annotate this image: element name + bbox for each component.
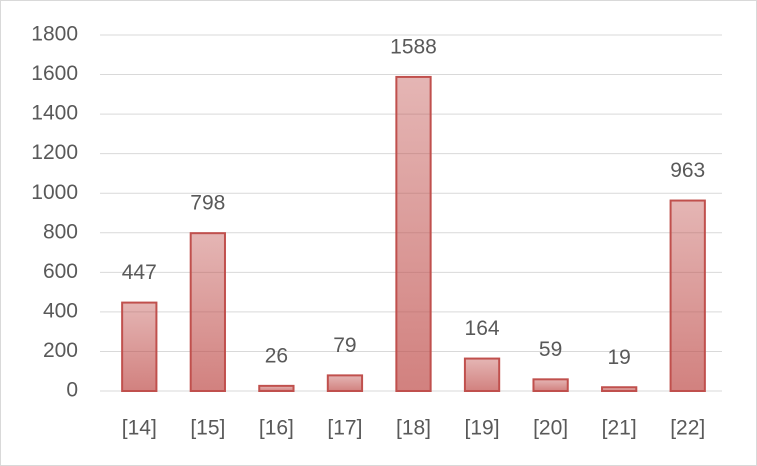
y-tick-label: 200 xyxy=(43,339,78,362)
bar xyxy=(189,232,226,392)
bar xyxy=(258,384,295,393)
data-label: 963 xyxy=(670,159,705,182)
bar xyxy=(532,378,569,393)
bar xyxy=(326,374,364,392)
y-tick-label: 1200 xyxy=(31,141,78,164)
x-tick-label: [16] xyxy=(259,417,294,440)
data-label: 447 xyxy=(122,261,157,284)
bar xyxy=(669,199,706,392)
x-tick-label: [18] xyxy=(396,417,431,440)
y-tick-label: 1600 xyxy=(31,62,78,85)
bar xyxy=(601,386,638,392)
x-tick-label: [15] xyxy=(190,417,225,440)
x-tick-label: [14] xyxy=(122,417,157,440)
data-label: 26 xyxy=(265,344,288,367)
y-tick-label: 1800 xyxy=(31,23,78,46)
y-tick-label: 800 xyxy=(43,220,78,243)
x-tick-label: [21] xyxy=(602,417,637,440)
y-tick-label: 1400 xyxy=(31,102,78,125)
x-tick-label: [22] xyxy=(670,417,705,440)
x-tick-label: [19] xyxy=(465,417,500,440)
bar xyxy=(395,75,432,392)
data-label: 19 xyxy=(607,346,630,369)
x-tick-label: [17] xyxy=(327,417,362,440)
bar xyxy=(463,357,501,393)
bar xyxy=(121,301,158,392)
data-label: 1588 xyxy=(390,35,437,58)
data-label: 798 xyxy=(190,192,225,215)
y-tick-label: 1000 xyxy=(31,181,78,204)
data-label: 79 xyxy=(333,334,356,357)
y-tick-label: 600 xyxy=(43,260,78,283)
x-tick-label: [20] xyxy=(533,417,568,440)
data-label: 59 xyxy=(539,338,562,361)
y-tick-label: 400 xyxy=(43,299,78,322)
y-tick-label: 0 xyxy=(66,379,78,402)
data-label: 164 xyxy=(465,317,500,340)
